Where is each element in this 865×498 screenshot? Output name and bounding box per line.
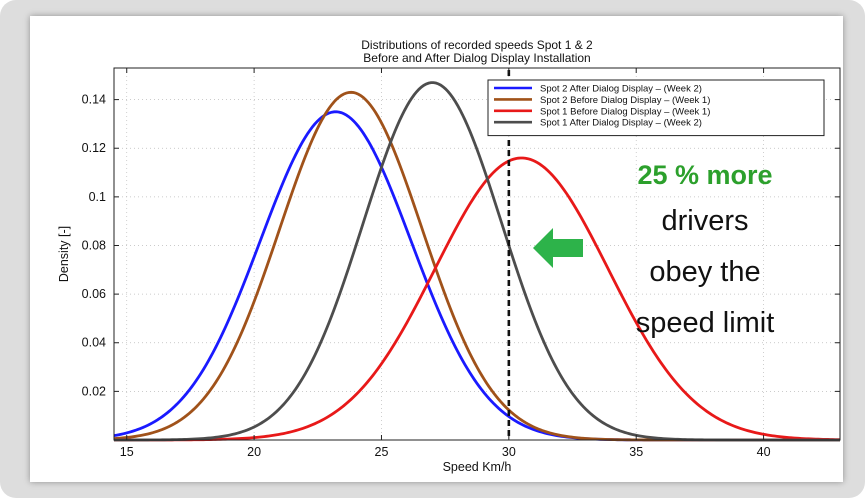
series-line-3 bbox=[114, 156, 841, 442]
y-tick-label: 0.14 bbox=[82, 93, 106, 107]
annotation-line-2: obey the bbox=[649, 256, 761, 288]
x-tick-label: 20 bbox=[247, 445, 261, 459]
y-tick-label: 0.1 bbox=[89, 190, 106, 204]
x-tick-label: 35 bbox=[629, 445, 643, 459]
legend-label-1: Spot 2 After Dialog Display – (Week 2) bbox=[540, 84, 702, 95]
y-tick-label: 0.06 bbox=[82, 287, 106, 301]
x-axis-label: Speed Km/h bbox=[443, 460, 512, 474]
legend-label-2: Spot 2 Before Dialog Display – (Week 1) bbox=[540, 95, 710, 106]
axes-box bbox=[113, 67, 841, 441]
x-tick-label: 30 bbox=[502, 445, 516, 459]
y-tick-label: 0.12 bbox=[82, 141, 106, 155]
x-tick-label: 25 bbox=[375, 445, 389, 459]
annotation-line-3: speed limit bbox=[635, 307, 775, 339]
x-tick-label: 40 bbox=[757, 445, 771, 459]
annotation-highlight: 25 % more bbox=[637, 160, 773, 190]
y-tick-label: 0.08 bbox=[82, 238, 106, 252]
arrow-left-icon bbox=[533, 228, 583, 268]
legend-label-3: Spot 1 Before Dialog Display – (Week 1) bbox=[540, 106, 710, 117]
legend-label-4: Spot 1 After Dialog Display – (Week 2) bbox=[540, 118, 702, 129]
chart-title-line-1: Distributions of recorded speeds Spot 1 … bbox=[361, 38, 593, 52]
y-tick-label: 0.02 bbox=[82, 384, 106, 398]
y-axis-label: Density [-] bbox=[57, 226, 71, 282]
x-tick-label: 15 bbox=[120, 445, 134, 459]
chart-title-line-2: Before and After Dialog Display Installa… bbox=[363, 51, 590, 65]
annotation-line-1: drivers bbox=[661, 205, 749, 237]
y-tick-label: 0.04 bbox=[82, 336, 106, 350]
legend-box bbox=[487, 79, 825, 137]
